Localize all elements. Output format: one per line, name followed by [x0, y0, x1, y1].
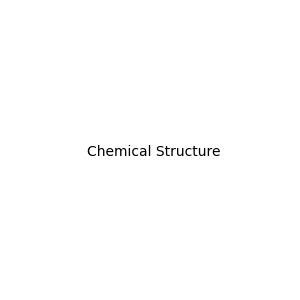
Text: Chemical Structure: Chemical Structure — [87, 145, 220, 158]
